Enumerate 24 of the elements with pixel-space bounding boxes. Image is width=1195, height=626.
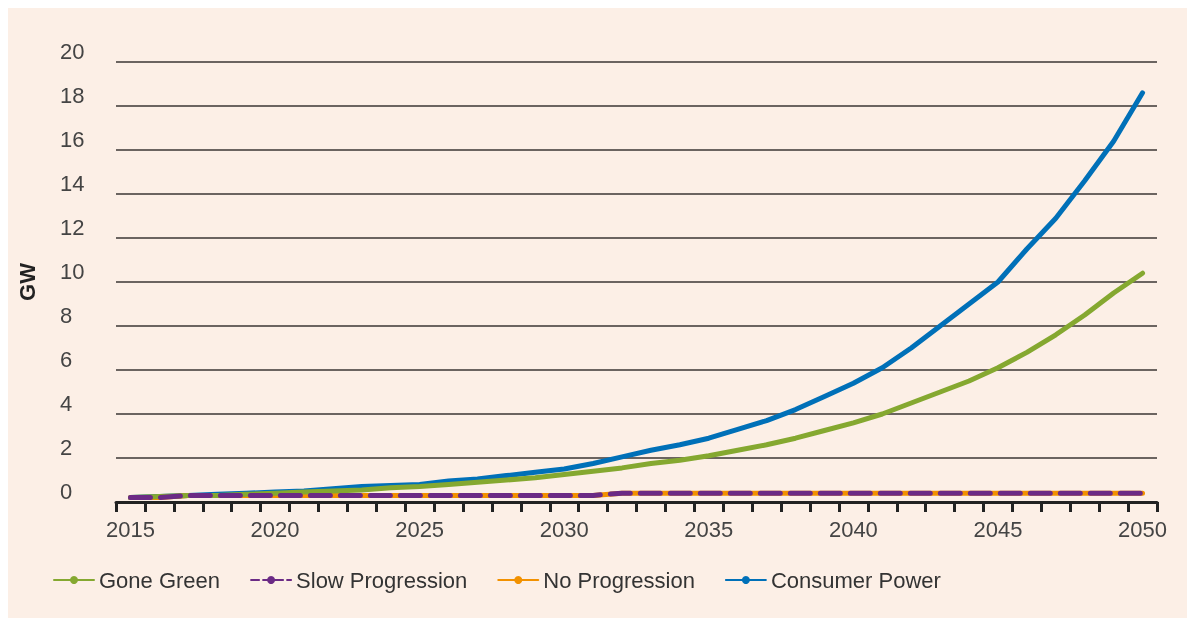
legend-label: Gone Green xyxy=(99,567,221,593)
x-tick-label: 2030 xyxy=(539,516,589,542)
legend-label: Consumer Power xyxy=(770,567,941,593)
legend-label: No Progression xyxy=(543,567,695,593)
y-tick-label: 4 xyxy=(60,390,73,416)
y-tick-label: 0 xyxy=(60,478,73,504)
y-tick-label: 2 xyxy=(60,434,73,460)
x-tick-label: 2025 xyxy=(395,516,445,542)
x-tick-label: 2045 xyxy=(973,516,1023,542)
y-tick-label: 6 xyxy=(60,346,73,372)
y-tick-label: 10 xyxy=(60,258,85,284)
y-tick-label: 8 xyxy=(60,302,73,328)
y-tick-label: 18 xyxy=(60,82,85,108)
x-tick-label: 2015 xyxy=(105,516,155,542)
y-tick-label: 14 xyxy=(60,170,85,196)
x-tick-label: 2020 xyxy=(250,516,300,542)
x-tick-label: 2035 xyxy=(684,516,734,542)
y-tick-label: 16 xyxy=(60,126,85,152)
legend-label: Slow Progression xyxy=(296,567,468,593)
x-tick-label: 2040 xyxy=(828,516,878,542)
y-tick-label: 12 xyxy=(60,214,85,240)
y-axis-title: GW xyxy=(14,262,40,301)
y-tick-label: 20 xyxy=(60,38,85,64)
x-tick-label: 2050 xyxy=(1118,516,1168,542)
